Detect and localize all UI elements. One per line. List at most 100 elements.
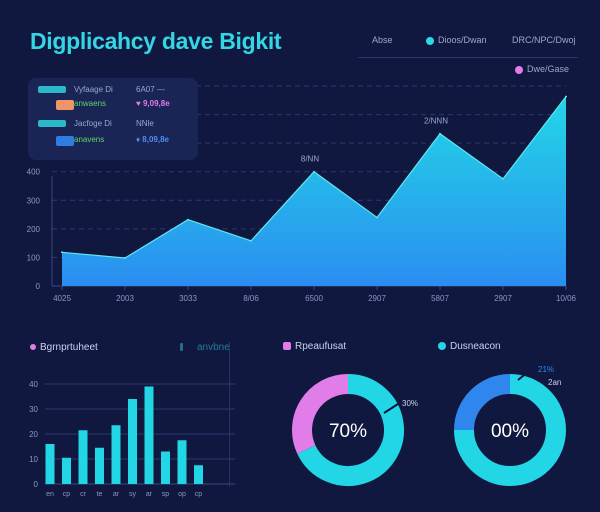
legend-dot bbox=[438, 342, 446, 351]
bar bbox=[194, 465, 203, 484]
legend-dot bbox=[180, 343, 183, 352]
annotation: 2/NNN bbox=[424, 117, 448, 126]
legend-dot bbox=[515, 65, 523, 74]
leader-line bbox=[383, 403, 399, 414]
legend-chip bbox=[56, 100, 74, 110]
x-tick-label: ar bbox=[113, 491, 120, 498]
legend-row-label: anavens bbox=[74, 135, 105, 144]
y-tick-label: 400 bbox=[27, 168, 41, 177]
bar bbox=[111, 425, 121, 484]
data-point bbox=[565, 95, 567, 98]
legend-chip bbox=[38, 120, 66, 127]
legend-label: Bgrnprtuheet bbox=[40, 342, 98, 353]
data-point bbox=[61, 251, 63, 254]
y-tick-label: 0 bbox=[36, 282, 41, 291]
x-tick-label: 5807 bbox=[431, 294, 449, 303]
data-point bbox=[313, 170, 315, 173]
annotation: 8/NN bbox=[301, 155, 319, 164]
x-tick-label: 10/06 bbox=[556, 294, 577, 303]
x-tick-label: en bbox=[46, 491, 54, 498]
leader-line bbox=[517, 366, 535, 381]
header-divider bbox=[358, 57, 578, 58]
slice-label: 2an bbox=[548, 378, 561, 387]
data-point bbox=[439, 132, 441, 135]
legend-row-value: ♦ 8,09,8e bbox=[136, 135, 169, 144]
legend-row-label: Vyfaage Di bbox=[74, 85, 113, 94]
donut-slice bbox=[454, 374, 511, 431]
donut-slice bbox=[454, 374, 566, 486]
x-tick-label: sy bbox=[129, 491, 137, 498]
x-tick-label: op bbox=[178, 491, 186, 498]
x-tick-label: 2003 bbox=[116, 294, 134, 303]
bar bbox=[95, 447, 104, 484]
bar-legend-1: Bgrnprtuheet bbox=[30, 342, 98, 353]
bar bbox=[128, 399, 137, 484]
x-tick-label: 3033 bbox=[179, 294, 197, 303]
x-tick-label: 4025 bbox=[53, 294, 71, 303]
y-tick-label: 0 bbox=[34, 480, 39, 489]
x-tick-label: te bbox=[97, 491, 103, 498]
bar bbox=[78, 430, 88, 484]
bar bbox=[144, 386, 154, 484]
legend-label: DRC/NPC/Dwoj bbox=[512, 35, 576, 45]
legend-label: anvbne bbox=[197, 342, 230, 353]
slice-label: 30% bbox=[402, 399, 418, 408]
panel-divider bbox=[229, 342, 230, 487]
x-tick-label: 6500 bbox=[305, 294, 323, 303]
data-point bbox=[250, 239, 252, 242]
x-tick-label: cr bbox=[80, 491, 87, 498]
legend-dot bbox=[283, 342, 291, 351]
bar bbox=[177, 440, 187, 484]
x-tick-label: cp bbox=[195, 491, 203, 498]
legend-dot bbox=[426, 36, 434, 45]
legend-item-abse: Abse bbox=[372, 35, 393, 45]
y-tick-label: 100 bbox=[27, 253, 41, 262]
bar bbox=[161, 451, 170, 484]
donut1-title: Rpeaufusat bbox=[295, 341, 347, 352]
x-tick-label: 2907 bbox=[494, 294, 512, 303]
bar bbox=[62, 457, 71, 484]
donut-center-label: 00% bbox=[491, 421, 529, 442]
data-point bbox=[502, 177, 504, 180]
donut1-legend: Rpeaufusat bbox=[283, 341, 346, 352]
y-tick-label: 10 bbox=[29, 455, 38, 464]
legend-box: Vyfaage Di 6A07 — anwaens ♥ 9,09,8e Jacfoge … bbox=[28, 78, 198, 160]
legend-chip bbox=[56, 136, 74, 146]
area-series bbox=[62, 96, 566, 286]
legend-row-value: ♥ 9,09,8e bbox=[136, 99, 170, 108]
x-tick-label: sp bbox=[162, 491, 170, 498]
legend-chip bbox=[38, 86, 66, 93]
legend-label: Dwe/Gase bbox=[527, 64, 570, 74]
donut-slice bbox=[292, 374, 349, 454]
legend-row-value: NNle bbox=[136, 119, 154, 128]
donut2-legend: Dusneacon bbox=[438, 341, 501, 352]
y-tick-label: 200 bbox=[27, 225, 41, 234]
y-tick-label: 40 bbox=[29, 380, 38, 389]
x-tick-label: cp bbox=[63, 491, 71, 498]
x-tick-label: ar bbox=[146, 491, 153, 498]
donut-center-label: 70% bbox=[329, 421, 367, 442]
legend-row-label: Jacfoge Di bbox=[74, 119, 112, 128]
y-tick-label: 20 bbox=[29, 430, 38, 439]
y-tick-label: 300 bbox=[27, 196, 41, 205]
legend-label: Dioos/Dwan bbox=[438, 35, 487, 45]
donut-slice bbox=[297, 374, 404, 486]
donut2-title: Dusneacon bbox=[450, 341, 501, 352]
legend-item-dioos: Dioos/Dwan bbox=[426, 35, 487, 45]
legend-row-value: 6A07 — bbox=[136, 85, 165, 94]
slice-label: 21% bbox=[538, 365, 554, 374]
x-tick-label: 8/06 bbox=[243, 294, 259, 303]
legend-dot bbox=[30, 344, 36, 351]
data-point bbox=[124, 257, 126, 259]
bar bbox=[45, 444, 55, 484]
legend-item-drc: DRC/NPC/Dwoj bbox=[512, 35, 576, 45]
legend-row-label: anwaens bbox=[74, 99, 107, 108]
data-point bbox=[376, 216, 378, 219]
legend-label: Abse bbox=[372, 35, 393, 45]
x-tick-label: 2907 bbox=[368, 294, 386, 303]
bar-legend-2: anvbne bbox=[180, 342, 230, 353]
data-point bbox=[187, 218, 189, 221]
legend-item-dwe: Dwe/Gase bbox=[515, 64, 569, 74]
page-title: Digplicahcy dave Bigkit bbox=[30, 28, 282, 54]
